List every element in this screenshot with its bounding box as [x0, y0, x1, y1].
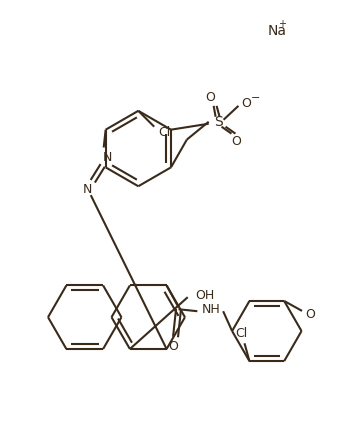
Text: OH: OH — [195, 289, 214, 302]
Text: Cl: Cl — [158, 126, 170, 139]
Text: N: N — [83, 183, 92, 196]
Text: −: − — [251, 93, 260, 103]
Text: Na: Na — [267, 25, 286, 38]
Text: O: O — [232, 135, 241, 148]
Text: O: O — [305, 308, 315, 321]
Text: +: + — [278, 19, 286, 29]
Text: O: O — [241, 97, 251, 111]
Text: Cl: Cl — [236, 327, 248, 340]
Text: O: O — [169, 340, 179, 353]
Text: NH: NH — [202, 303, 221, 316]
Text: N: N — [103, 151, 112, 164]
Text: S: S — [214, 115, 223, 129]
Text: O: O — [206, 92, 216, 105]
